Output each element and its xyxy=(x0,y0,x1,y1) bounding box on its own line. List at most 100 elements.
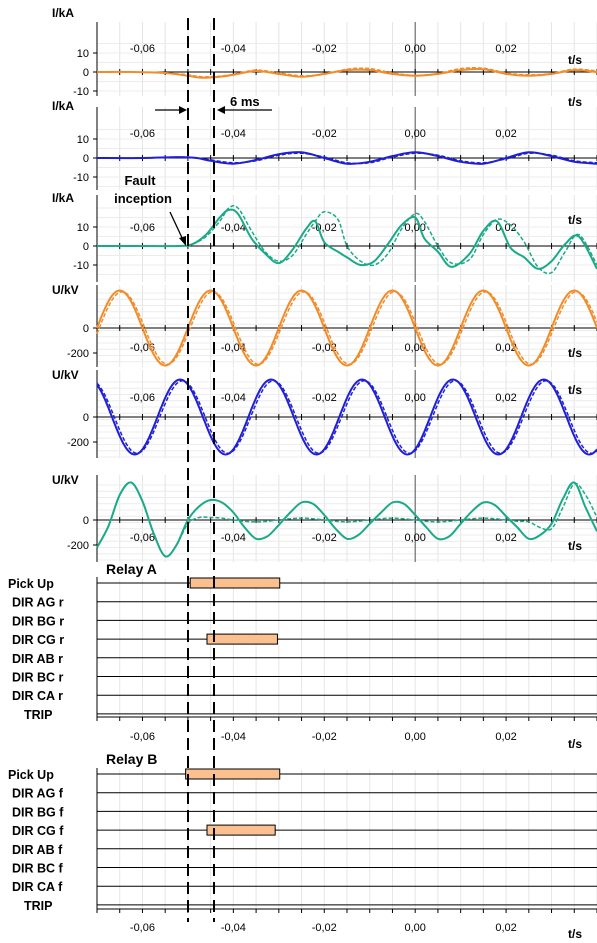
time-unit-label: t/s xyxy=(568,213,582,227)
signal-label: TRIP xyxy=(24,899,52,913)
time-unit-label: t/s xyxy=(568,346,582,360)
x-tick-label: 0,02 xyxy=(495,922,516,934)
signal-label: DIR BC r xyxy=(12,671,64,685)
y-tick-label: -10 xyxy=(73,86,89,98)
series-line-dashed xyxy=(96,481,597,558)
axis-label: U/kV xyxy=(52,473,79,487)
x-tick-label: 0,00 xyxy=(404,222,425,234)
signal-label: DIR AB r xyxy=(12,652,63,666)
x-tick-label: 0,02 xyxy=(495,731,516,743)
fault-annotation: inception xyxy=(114,191,172,206)
x-tick-label: -0,04 xyxy=(221,731,246,743)
arrowhead-icon xyxy=(179,106,187,114)
y-tick-label: 0 xyxy=(83,67,89,79)
x-tick-label: -0,06 xyxy=(130,222,155,234)
signal-active-bar xyxy=(206,633,278,645)
y-tick-label: 0 xyxy=(83,153,89,165)
x-tick-label: -0,04 xyxy=(221,532,246,544)
time-unit-label: t/s xyxy=(568,927,582,941)
y-tick-label: 10 xyxy=(77,48,89,60)
relay-title: Relay A xyxy=(106,561,157,577)
axis-label: I/kA xyxy=(52,6,74,20)
relay-title: Relay B xyxy=(106,751,157,767)
y-tick-label: 0 xyxy=(83,241,89,253)
x-tick-label: -0,02 xyxy=(312,392,337,404)
series-line-dashed xyxy=(96,380,597,454)
x-tick-label: -0,04 xyxy=(221,128,246,140)
fault-arrow xyxy=(169,211,185,243)
signal-label: DIR AB f xyxy=(12,843,63,857)
y-tick-label: 0 xyxy=(83,323,89,335)
x-tick-label: -0,06 xyxy=(130,43,155,55)
x-tick-label: -0,06 xyxy=(130,731,155,743)
y-tick-label: -200 xyxy=(67,348,89,360)
x-tick-label: 0,02 xyxy=(495,342,516,354)
axis-label: I/kA xyxy=(52,99,74,113)
y-tick-label: 10 xyxy=(77,134,89,146)
signal-label: DIR BC f xyxy=(12,862,64,876)
x-tick-label: 0,00 xyxy=(404,392,425,404)
time-unit-label: t/s xyxy=(568,383,582,397)
signal-label: DIR BG r xyxy=(12,614,64,628)
y-tick-label: -10 xyxy=(73,260,89,272)
y-tick-label: 0 xyxy=(83,412,89,424)
series-line-solid xyxy=(96,151,597,165)
axis-label: U/kV xyxy=(52,368,79,382)
arrowhead-icon xyxy=(217,106,225,114)
series-line-solid xyxy=(96,67,597,79)
time-unit-label: t/s xyxy=(568,539,582,553)
x-tick-label: -0,06 xyxy=(130,922,155,934)
x-tick-label: 0,02 xyxy=(495,43,516,55)
y-tick-label: -200 xyxy=(67,540,89,552)
x-tick-label: -0,06 xyxy=(130,532,155,544)
x-tick-label: 0,00 xyxy=(404,731,425,743)
arrowhead-icon xyxy=(179,236,186,246)
series-line-solid xyxy=(96,378,597,456)
x-tick-label: 0,02 xyxy=(495,532,516,544)
signal-label: DIR CG r xyxy=(12,633,64,647)
x-tick-label: -0,02 xyxy=(312,43,337,55)
x-tick-label: -0,02 xyxy=(312,532,337,544)
y-tick-label: -10 xyxy=(73,172,89,184)
signal-active-bar xyxy=(206,824,276,836)
series-line-dashed xyxy=(96,291,597,366)
x-tick-label: -0,02 xyxy=(312,222,337,234)
signal-label: DIR CG f xyxy=(12,824,64,838)
x-tick-label: -0,02 xyxy=(312,731,337,743)
x-tick-label: -0,02 xyxy=(312,128,337,140)
x-tick-label: 0,00 xyxy=(404,532,425,544)
x-tick-label: 0,02 xyxy=(495,392,516,404)
signal-active-bar xyxy=(185,768,281,780)
series-line-solid xyxy=(96,289,597,367)
x-tick-label: 0,00 xyxy=(404,922,425,934)
delay-annotation: 6 ms xyxy=(230,94,260,109)
x-tick-label: 0,00 xyxy=(404,128,425,140)
signal-label: DIR BG f xyxy=(12,805,64,819)
axis-label: I/kA xyxy=(52,191,74,205)
y-tick-label: 0 xyxy=(83,515,89,527)
y-tick-label: -200 xyxy=(67,437,89,449)
axis-label: U/kV xyxy=(52,283,79,297)
signal-label: DIR AG r xyxy=(12,596,64,610)
x-tick-label: -0,04 xyxy=(221,922,246,934)
x-tick-label: -0,04 xyxy=(221,222,246,234)
fault-annotation: Fault xyxy=(124,173,156,188)
time-unit-label: t/s xyxy=(568,53,582,67)
signal-label: DIR CA f xyxy=(12,880,63,894)
x-tick-label: 0,00 xyxy=(404,43,425,55)
x-tick-label: 0,00 xyxy=(404,342,425,354)
signal-label: TRIP xyxy=(24,708,52,722)
series-line-solid xyxy=(96,208,597,270)
signal-label: DIR CA r xyxy=(12,689,63,703)
time-unit-label: t/s xyxy=(568,95,582,109)
x-tick-label: -0,04 xyxy=(221,43,246,55)
series-line-dashed xyxy=(96,205,597,275)
x-tick-label: -0,04 xyxy=(221,392,246,404)
x-tick-label: -0,06 xyxy=(130,128,155,140)
x-tick-label: 0,02 xyxy=(495,128,516,140)
signal-label: Pick Up xyxy=(8,768,54,782)
x-tick-label: -0,02 xyxy=(312,922,337,934)
time-unit-label: t/s xyxy=(568,737,582,751)
signal-label: Pick Up xyxy=(8,577,54,591)
